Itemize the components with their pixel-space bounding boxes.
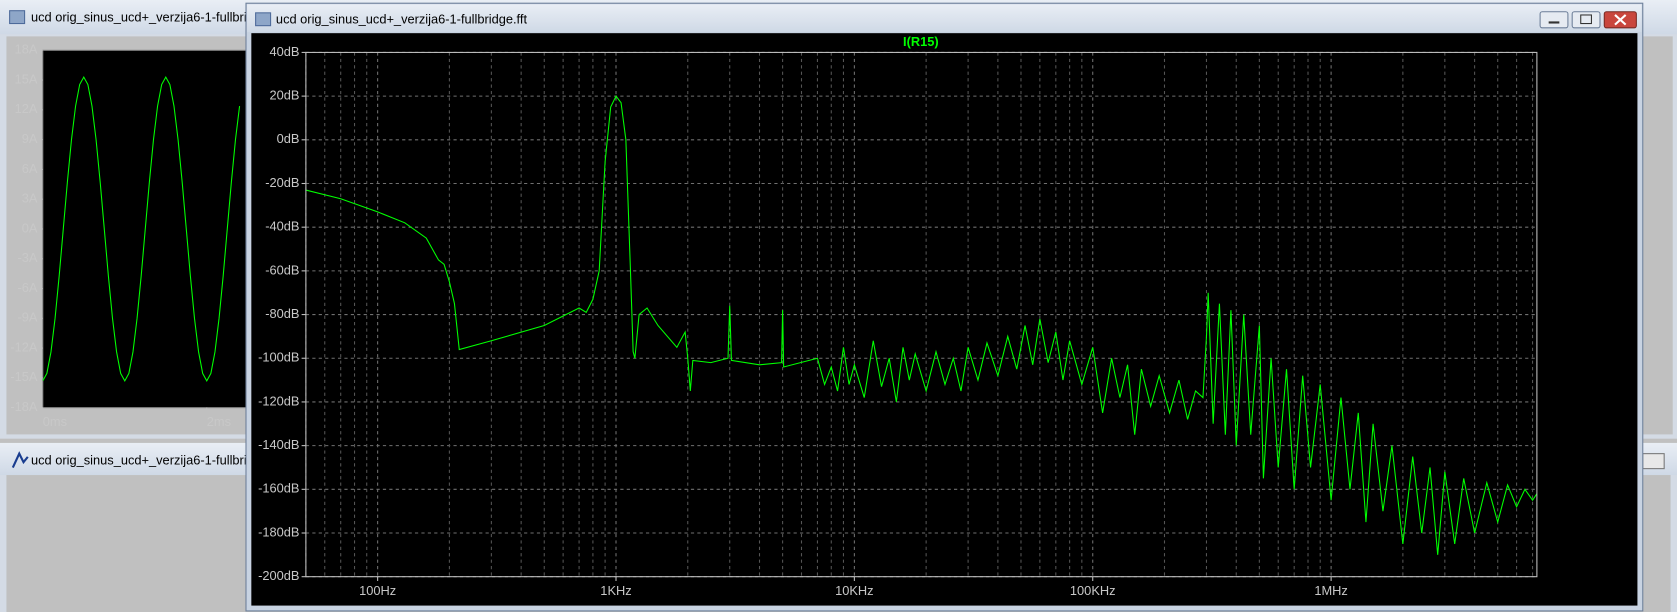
- y-tick-label: -15A: [10, 369, 38, 384]
- plot-frame: [305, 51, 1538, 578]
- trace-layer: [305, 95, 1537, 555]
- trace-layer: [42, 75, 241, 382]
- y-tick-label: -80dB: [265, 306, 299, 321]
- y-tick-label: -140dB: [258, 437, 299, 452]
- x-tick-label: 1KHz: [600, 583, 631, 598]
- y-tick-label: 9A: [22, 131, 38, 146]
- y-tick-label: 15A: [15, 71, 38, 86]
- minimize-button[interactable]: [1539, 11, 1569, 29]
- y-tick-label: -60dB: [265, 262, 299, 277]
- window-icon: [255, 12, 272, 27]
- y-tick-label: -12A: [10, 339, 38, 354]
- y-tick-label: 40dB: [270, 44, 300, 59]
- y-tick-label: 20dB: [270, 88, 300, 103]
- fft-window: ucd orig_sinus_ucd+_verzija6-1-fullbridg…: [245, 2, 1644, 612]
- y-tick-label: -18A: [10, 399, 38, 414]
- axes: 18A 15A 12A 9A 6A 3A 0A -3A -6A -9A -12A -15A -18A 0m…: [10, 42, 231, 429]
- y-tick-label: 18A: [15, 42, 38, 57]
- restore-glyph: [1580, 14, 1592, 25]
- y-tick-label: -3A: [17, 250, 37, 265]
- y-tick-label: 0dB: [277, 131, 300, 146]
- x-tick-label: 2ms: [207, 414, 231, 429]
- y-tick-label: 6A: [22, 161, 38, 176]
- trace-title: I(R15): [903, 34, 939, 49]
- window-title: ucd orig_sinus_ucd+_verzija6-1-fullbridg…: [31, 453, 268, 468]
- close-glyph: [1614, 14, 1627, 26]
- y-tick-label: 12A: [15, 101, 38, 116]
- y-tick-label: -9A: [17, 310, 37, 325]
- window-title: ucd orig_sinus_ucd+_verzija6-1-fullbridg…: [276, 12, 528, 27]
- close-button[interactable]: [1642, 453, 1665, 470]
- y-tick-label: -200dB: [258, 568, 299, 583]
- window-icon: [9, 10, 26, 25]
- y-tick-label: 3A: [22, 191, 38, 206]
- trace: [305, 95, 1537, 555]
- window-icon: [11, 451, 29, 469]
- y-tick-label: -100dB: [258, 350, 299, 365]
- title-bar: [247, 4, 1642, 33]
- x-tick-label: 0ms: [43, 414, 67, 429]
- y-tick-label: -120dB: [258, 393, 299, 408]
- x-tick-label: 10KHz: [835, 583, 874, 598]
- x-tick-label: 1MHz: [1314, 583, 1347, 598]
- y-tick-label: -6A: [17, 280, 37, 295]
- axes: 40dB 20dB 0dB -20dB -40dB -60dB -80dB -100dB -12…: [258, 44, 1537, 598]
- trace: [42, 75, 241, 382]
- x-tick-label: 100Hz: [359, 583, 396, 598]
- y-tick-label: -20dB: [265, 175, 299, 190]
- x-tick-label: 100KHz: [1070, 583, 1116, 598]
- restore-button[interactable]: [1571, 11, 1601, 29]
- minimize-glyph: [1548, 21, 1560, 24]
- y-tick-label: -40dB: [265, 219, 299, 234]
- plot-pane: [251, 33, 1638, 606]
- y-tick-label: -180dB: [258, 524, 299, 539]
- y-tick-label: -160dB: [258, 481, 299, 496]
- y-tick-label: 0A: [22, 220, 38, 235]
- window-title: ucd orig_sinus_ucd+_verzija6-1-fullbridg…: [31, 10, 268, 25]
